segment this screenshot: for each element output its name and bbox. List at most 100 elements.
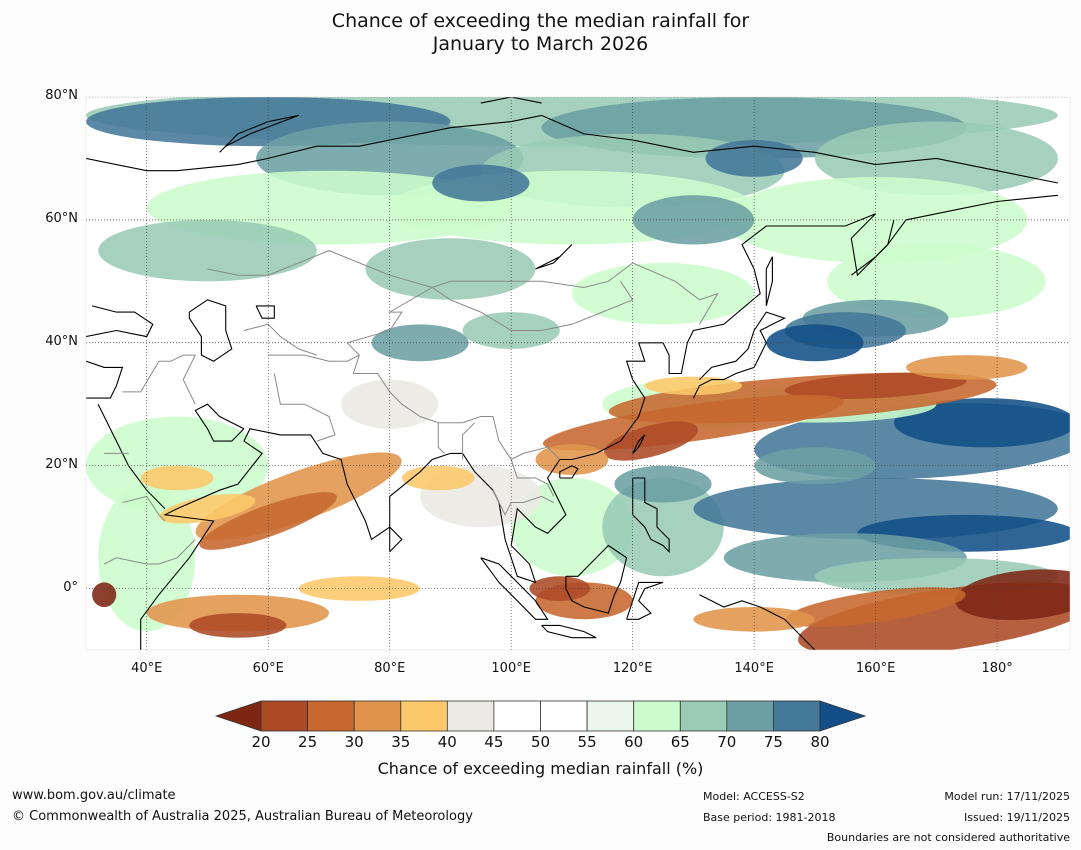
latitude-label: 40°N	[45, 333, 78, 349]
coastline	[140, 194, 1058, 650]
coastline	[541, 624, 597, 639]
latitude-label: 20°N	[45, 456, 78, 472]
country-border	[243, 323, 317, 356]
colorbar-tick-label: 20	[251, 733, 271, 751]
graticule	[86, 97, 1070, 650]
latitude-label: 60°N	[45, 210, 78, 226]
anomaly-region	[705, 140, 803, 177]
colorbar-bin	[633, 700, 681, 732]
country-border	[437, 422, 445, 454]
colorbar-tick-label: 60	[624, 733, 644, 751]
anomaly-region	[529, 576, 591, 601]
colorbar-tick-label: 70	[717, 733, 737, 751]
probability-regions	[86, 97, 1070, 650]
coastline	[255, 305, 275, 319]
country-border	[431, 281, 634, 331]
country-border	[462, 422, 476, 460]
country-border	[122, 495, 166, 522]
coastline	[194, 403, 245, 442]
colorbar-tick-label: 75	[763, 733, 783, 751]
model-name: Model: ACCESS-S2	[703, 790, 805, 803]
country-border	[510, 459, 555, 497]
longitude-label: 180°	[981, 661, 1013, 676]
longitude-label: 160°E	[855, 661, 896, 676]
title-line-1: Chance of exceeding the median rainfall …	[331, 10, 750, 32]
longitude-label: 60°E	[252, 661, 284, 676]
anomaly-region	[189, 613, 287, 638]
colorbar-tick-label: 35	[391, 733, 411, 751]
anomaly-region	[893, 398, 1070, 448]
anomaly-region	[341, 379, 439, 429]
title-line-2: January to March 2026	[432, 33, 649, 55]
map-frame	[85, 96, 1071, 651]
colorbar-tick-label: 45	[484, 733, 504, 751]
coastline	[188, 299, 233, 362]
coastline	[632, 434, 646, 454]
colorbar-bin	[679, 700, 728, 732]
website-link[interactable]: www.bom.gov.au/climate	[12, 788, 176, 803]
map-panel	[85, 96, 1071, 651]
anomaly-region	[140, 465, 214, 491]
colorbar-extend-high	[819, 700, 867, 732]
colorbar-tick-label: 50	[530, 733, 551, 751]
country-border	[492, 489, 554, 516]
issued-date: Issued: 19/11/2025	[963, 811, 1070, 824]
base-period: Base period: 1981-2018	[703, 811, 836, 824]
country-border	[207, 250, 719, 325]
anomaly-region	[632, 195, 755, 245]
coastline	[480, 97, 542, 104]
colorbar-tick-label: 55	[577, 733, 597, 751]
country-border	[122, 360, 171, 393]
coastline	[86, 114, 1059, 184]
coastline	[86, 305, 154, 338]
country-border	[273, 373, 336, 442]
anomaly-region	[644, 376, 743, 395]
coastline	[86, 360, 124, 399]
longitude-label: 140°E	[734, 661, 774, 676]
longitude-label: 100°E	[491, 661, 531, 676]
longitude-label: 40°E	[131, 661, 163, 676]
coastline	[219, 114, 299, 153]
colorbar-tick-label: 65	[670, 733, 690, 751]
colorbar-bin	[586, 700, 635, 732]
country-border	[268, 354, 360, 362]
anomaly-region	[954, 569, 1070, 621]
colorbar-bin	[446, 700, 495, 732]
model-run-date: Model run: 17/11/2025	[944, 790, 1070, 803]
anomaly-region	[754, 447, 876, 485]
country-border	[170, 354, 197, 405]
copyright-text: © Commonwealth of Australia 2025, Austra…	[12, 809, 473, 824]
colorbar-bin	[726, 700, 774, 732]
colorbar-bin	[400, 700, 448, 732]
coastline	[535, 244, 573, 270]
country-border	[103, 539, 196, 565]
anomaly-region	[603, 421, 699, 461]
colorbar-bin	[493, 700, 541, 732]
anomaly-region	[432, 164, 530, 202]
colorbar-extend-low	[214, 700, 262, 732]
coastline	[559, 465, 579, 479]
coastline	[699, 594, 816, 650]
colorbar-bin	[540, 700, 588, 732]
colorbar-bin	[307, 700, 355, 732]
anomaly-region	[365, 238, 536, 300]
anomaly-region	[371, 324, 469, 362]
chart-title: Chance of exceeding the median rainfall …	[0, 10, 1081, 56]
latitude-label: 0°	[63, 579, 78, 595]
anomaly-region	[827, 244, 1046, 319]
anomaly-region	[542, 394, 844, 451]
country-border	[346, 342, 561, 461]
colorbar-bin	[353, 700, 402, 732]
coastline	[850, 219, 895, 276]
colorbar	[214, 700, 867, 732]
coastlines	[86, 97, 1059, 650]
colorbar-bin	[260, 700, 308, 732]
longitude-label: 120°E	[612, 661, 653, 676]
colorbar-tick-label: 30	[344, 733, 364, 751]
colorbar-bin	[773, 700, 821, 732]
colorbar-tick-label: 80	[810, 733, 830, 751]
country-borders	[103, 250, 719, 565]
coastline	[765, 256, 773, 307]
coastline	[692, 311, 786, 399]
country-border	[347, 287, 433, 344]
